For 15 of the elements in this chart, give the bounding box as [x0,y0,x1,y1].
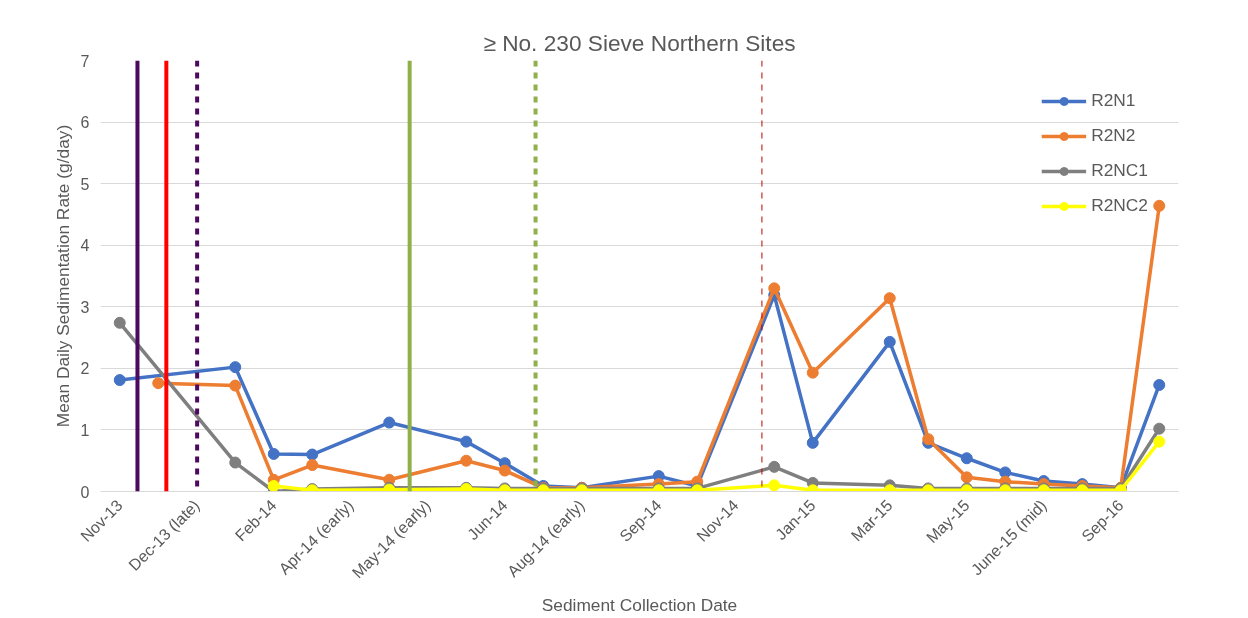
y-tick-label: 2 [80,360,90,378]
legend-label: R2NC2 [1091,195,1148,216]
legend-label: R2N1 [1091,90,1136,111]
chart-title: ≥ No. 230 Sieve Northern Sites [483,29,796,56]
y-tick-label: 7 [80,52,90,70]
y-tick-label: 0 [80,483,90,501]
y-axis-title: Mean Daily Sedimentation Rate (g/day) [52,124,73,428]
y-tick-label: 1 [80,421,90,439]
y-tick-label: 6 [80,114,90,132]
y-tick-label: 5 [80,175,90,193]
legend-label: R2NC1 [1091,160,1148,181]
y-tick-label: 4 [80,237,90,255]
legend-label: R2N2 [1091,125,1136,146]
x-axis-title: Sediment Collection Date [541,595,738,616]
y-tick-label: 3 [80,298,90,316]
